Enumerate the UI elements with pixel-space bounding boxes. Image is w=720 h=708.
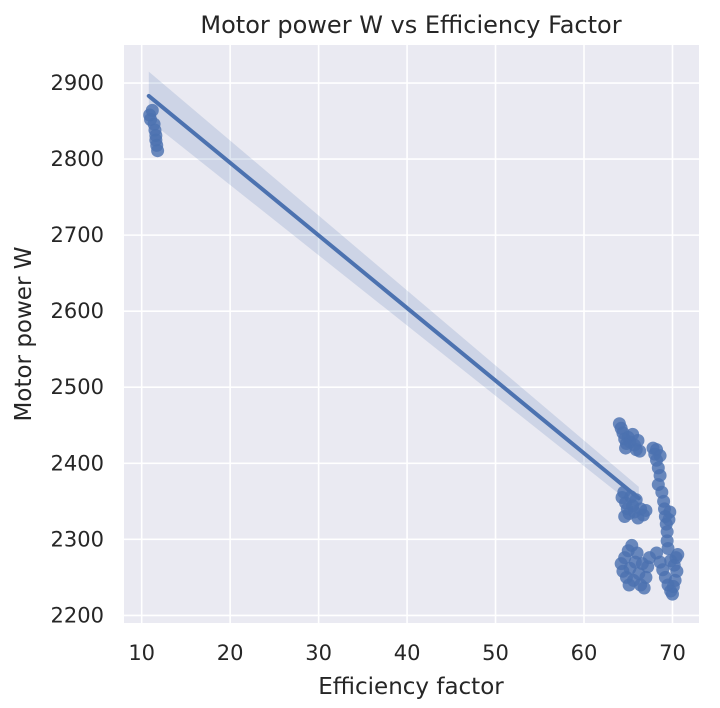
x-tick-label: 60 [571, 641, 598, 665]
y-tick-label: 2800 [51, 147, 104, 171]
scatter-point [653, 449, 667, 463]
x-tick-label: 20 [217, 641, 244, 665]
x-axis-label: Efficiency factor [318, 674, 504, 700]
y-tick-label: 2700 [51, 223, 104, 247]
scatter-point [660, 525, 674, 539]
grid-lines [124, 45, 699, 623]
scatter-point [633, 444, 647, 458]
regression-line [146, 93, 641, 501]
plot-area [124, 45, 699, 623]
data-points [143, 103, 685, 601]
scatter-point [145, 103, 159, 117]
y-axis-label: Motor power W [11, 247, 37, 422]
scatter-point [618, 510, 632, 524]
y-tick-label: 2500 [51, 375, 104, 399]
y-tick-labels: 2200 2300 2400 2500 2600 2700 2800 2900 [51, 71, 104, 627]
scatter-point [663, 505, 677, 519]
y-tick-label: 2400 [51, 451, 104, 475]
x-tick-label: 10 [128, 641, 155, 665]
x-tick-label: 40 [394, 641, 421, 665]
x-tick-label: 30 [305, 641, 332, 665]
scatter-point [639, 503, 653, 517]
scatter-point [639, 570, 653, 584]
scatter-point [631, 433, 645, 447]
scatter-point [666, 579, 680, 593]
scatter-point [661, 541, 675, 555]
x-tick-labels: 10 20 30 40 50 60 70 [128, 641, 686, 665]
x-tick-label: 70 [659, 641, 686, 665]
regression-line-group [146, 93, 641, 501]
scatter-point [151, 144, 165, 158]
scatter-point [622, 578, 636, 592]
y-tick-label: 2600 [51, 299, 104, 323]
scatter-point [671, 548, 685, 562]
x-tick-label: 50 [482, 641, 509, 665]
y-tick-label: 2900 [51, 71, 104, 95]
scatter-point [619, 441, 633, 455]
y-tick-label: 2200 [51, 603, 104, 627]
chart-title: Motor power W vs Efficiency Factor [200, 11, 621, 39]
y-tick-label: 2300 [51, 527, 104, 551]
scatter-point [637, 581, 651, 595]
scatter-point [630, 546, 644, 560]
